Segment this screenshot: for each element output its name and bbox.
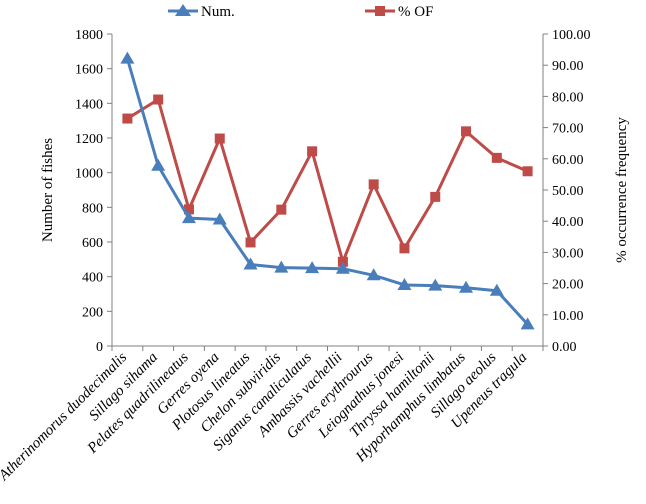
right-tick-label: 60.00 [552, 153, 584, 168]
of-data-point [153, 94, 164, 105]
num-data-point [459, 280, 474, 293]
num-data-point [212, 212, 227, 225]
of-data-point [307, 146, 318, 157]
legend-item-num: Num. [168, 4, 235, 20]
num-data-point [243, 257, 258, 270]
of-data-point [399, 243, 410, 254]
num-data-point [366, 268, 381, 281]
num-data-point [489, 283, 504, 296]
right-tick-label: 10.00 [552, 309, 584, 324]
num-data-point [428, 278, 443, 291]
series-of [122, 94, 533, 267]
num-data-point [305, 261, 320, 274]
num-data-point [520, 317, 535, 330]
right-axis-title: % occurrence frequency [614, 117, 630, 263]
right-tick-label: 90.00 [552, 59, 584, 74]
legend-label-num: Num. [201, 4, 235, 20]
of-data-point [522, 166, 533, 177]
left-tick-label: 200 [82, 305, 103, 320]
of-data-point [214, 133, 225, 144]
num-data-point [397, 277, 412, 290]
right-tick-label: 20.00 [552, 278, 584, 293]
left-tick-label: 1600 [75, 63, 103, 78]
num-data-point [181, 211, 196, 224]
legend: Num. % OF [168, 4, 433, 20]
of-data-point [183, 204, 194, 215]
left-tick-label: 800 [82, 201, 103, 216]
of-data-point [491, 152, 502, 163]
legend-item-of: % OF [365, 4, 433, 20]
left-tick-label: 1400 [75, 97, 103, 112]
left-tick-label: 0 [96, 340, 103, 355]
of-data-point [430, 191, 441, 202]
left-axis-title: Number of fishes [40, 138, 56, 242]
category-label: Atherinomorus duodecimalis [0, 349, 130, 484]
right-tick-label: 30.00 [552, 246, 584, 261]
left-tick-label: 1800 [75, 28, 103, 43]
of-series-line [126, 98, 529, 264]
left-tick-label: 600 [82, 236, 103, 251]
right-tick-label: 70.00 [552, 122, 584, 137]
right-tick-label: 50.00 [552, 184, 584, 199]
of-data-point [461, 126, 472, 137]
num-data-point [335, 261, 350, 274]
series-num [120, 51, 535, 330]
x-axis-ticks [111, 346, 544, 351]
num-series-line [125, 58, 529, 326]
right-axis-ticks: 0.00 10.00 20.00 30.00 40.00 50.00 60.00 70.00 8… [543, 28, 591, 355]
right-tick-label: 80.00 [552, 90, 584, 105]
left-tick-label: 1200 [75, 132, 103, 147]
right-tick-label: 100.00 [552, 28, 591, 43]
of-data-point [368, 179, 379, 190]
of-data-point [245, 237, 256, 248]
num-data-point [274, 260, 289, 273]
left-tick-label: 1000 [75, 167, 103, 182]
of-data-point [276, 204, 287, 215]
right-tick-label: 40.00 [552, 215, 584, 230]
left-tick-label: 400 [82, 271, 103, 286]
left-axis-ticks: 0 200 400 600 800 1000 1200 1400 1600 1800 [75, 28, 112, 355]
legend-label-of: % OF [398, 4, 433, 20]
num-data-point [151, 158, 166, 171]
right-tick-label: 0.00 [552, 340, 577, 355]
num-data-point [120, 51, 135, 64]
of-data-point [122, 113, 133, 124]
